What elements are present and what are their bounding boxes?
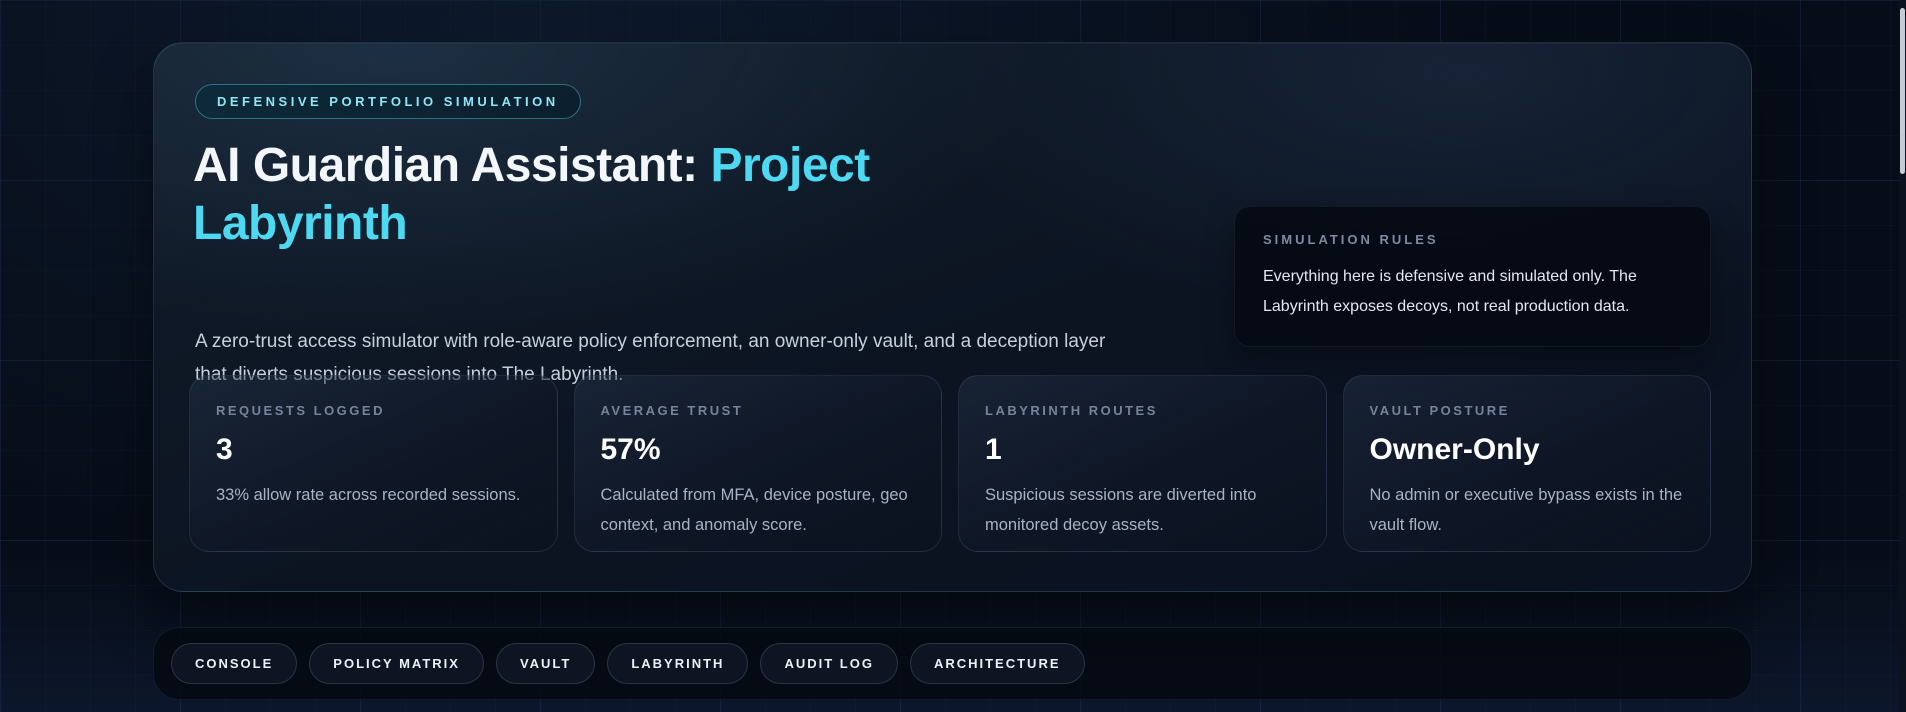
stat-card-vault-posture: VAULT POSTURE Owner-Only No admin or exe… xyxy=(1342,375,1711,552)
stat-value: 3 xyxy=(216,433,233,466)
page-title-accent: Project Labyrinth xyxy=(193,139,870,250)
stat-value: Owner-Only xyxy=(1369,433,1540,466)
simulation-rules-body: Everything here is defensive and simulat… xyxy=(1263,268,1637,315)
stat-description: Suspicious sessions are diverted into mo… xyxy=(985,486,1257,534)
stat-label: LABYRINTH ROUTES xyxy=(985,403,1158,418)
stats-row: REQUESTS LOGGED 3 33% allow rate across … xyxy=(189,375,1711,552)
page-title-prefix: AI Guardian Assistant: xyxy=(193,139,711,192)
stat-description: No admin or executive bypass exists in t… xyxy=(1369,486,1683,534)
tab-vault[interactable]: VAULT xyxy=(495,643,596,684)
stat-card-average-trust: AVERAGE TRUST 57% Calculated from MFA, d… xyxy=(573,375,942,552)
stat-value: 1 xyxy=(985,433,1002,466)
scrollbar-track[interactable] xyxy=(1899,0,1906,712)
tab-audit-log[interactable]: AUDIT LOG xyxy=(760,643,898,684)
stat-value: 57% xyxy=(600,433,661,466)
hero-card: DEFENSIVE PORTFOLIO SIMULATION AI Guardi… xyxy=(153,42,1752,592)
stat-label: VAULT POSTURE xyxy=(1369,403,1510,418)
simulation-rules-panel: SIMULATION RULES Everything here is defe… xyxy=(1234,206,1711,347)
tab-policy-matrix[interactable]: POLICY MATRIX xyxy=(309,643,484,684)
tab-architecture[interactable]: ARCHITECTURE xyxy=(909,643,1085,684)
stat-description: 33% allow rate across recorded sessions. xyxy=(216,486,521,504)
simulation-badge: DEFENSIVE PORTFOLIO SIMULATION xyxy=(195,84,581,119)
stat-card-requests-logged: REQUESTS LOGGED 3 33% allow rate across … xyxy=(189,375,558,552)
tab-labyrinth[interactable]: LABYRINTH xyxy=(607,643,749,684)
stat-description: Calculated from MFA, device posture, geo… xyxy=(600,486,908,534)
stat-card-labyrinth-routes: LABYRINTH ROUTES 1 Suspicious sessions a… xyxy=(958,375,1327,552)
stat-label: REQUESTS LOGGED xyxy=(216,403,385,418)
stat-label: AVERAGE TRUST xyxy=(600,403,744,418)
scrollbar-thumb[interactable] xyxy=(1900,8,1905,174)
tab-console[interactable]: CONSOLE xyxy=(171,643,298,684)
bottom-nav: CONSOLE POLICY MATRIX VAULT LABYRINTH AU… xyxy=(153,627,1752,700)
simulation-rules-label: SIMULATION RULES xyxy=(1263,232,1439,247)
page-title: AI Guardian Assistant: Project Labyrinth xyxy=(193,137,1053,253)
